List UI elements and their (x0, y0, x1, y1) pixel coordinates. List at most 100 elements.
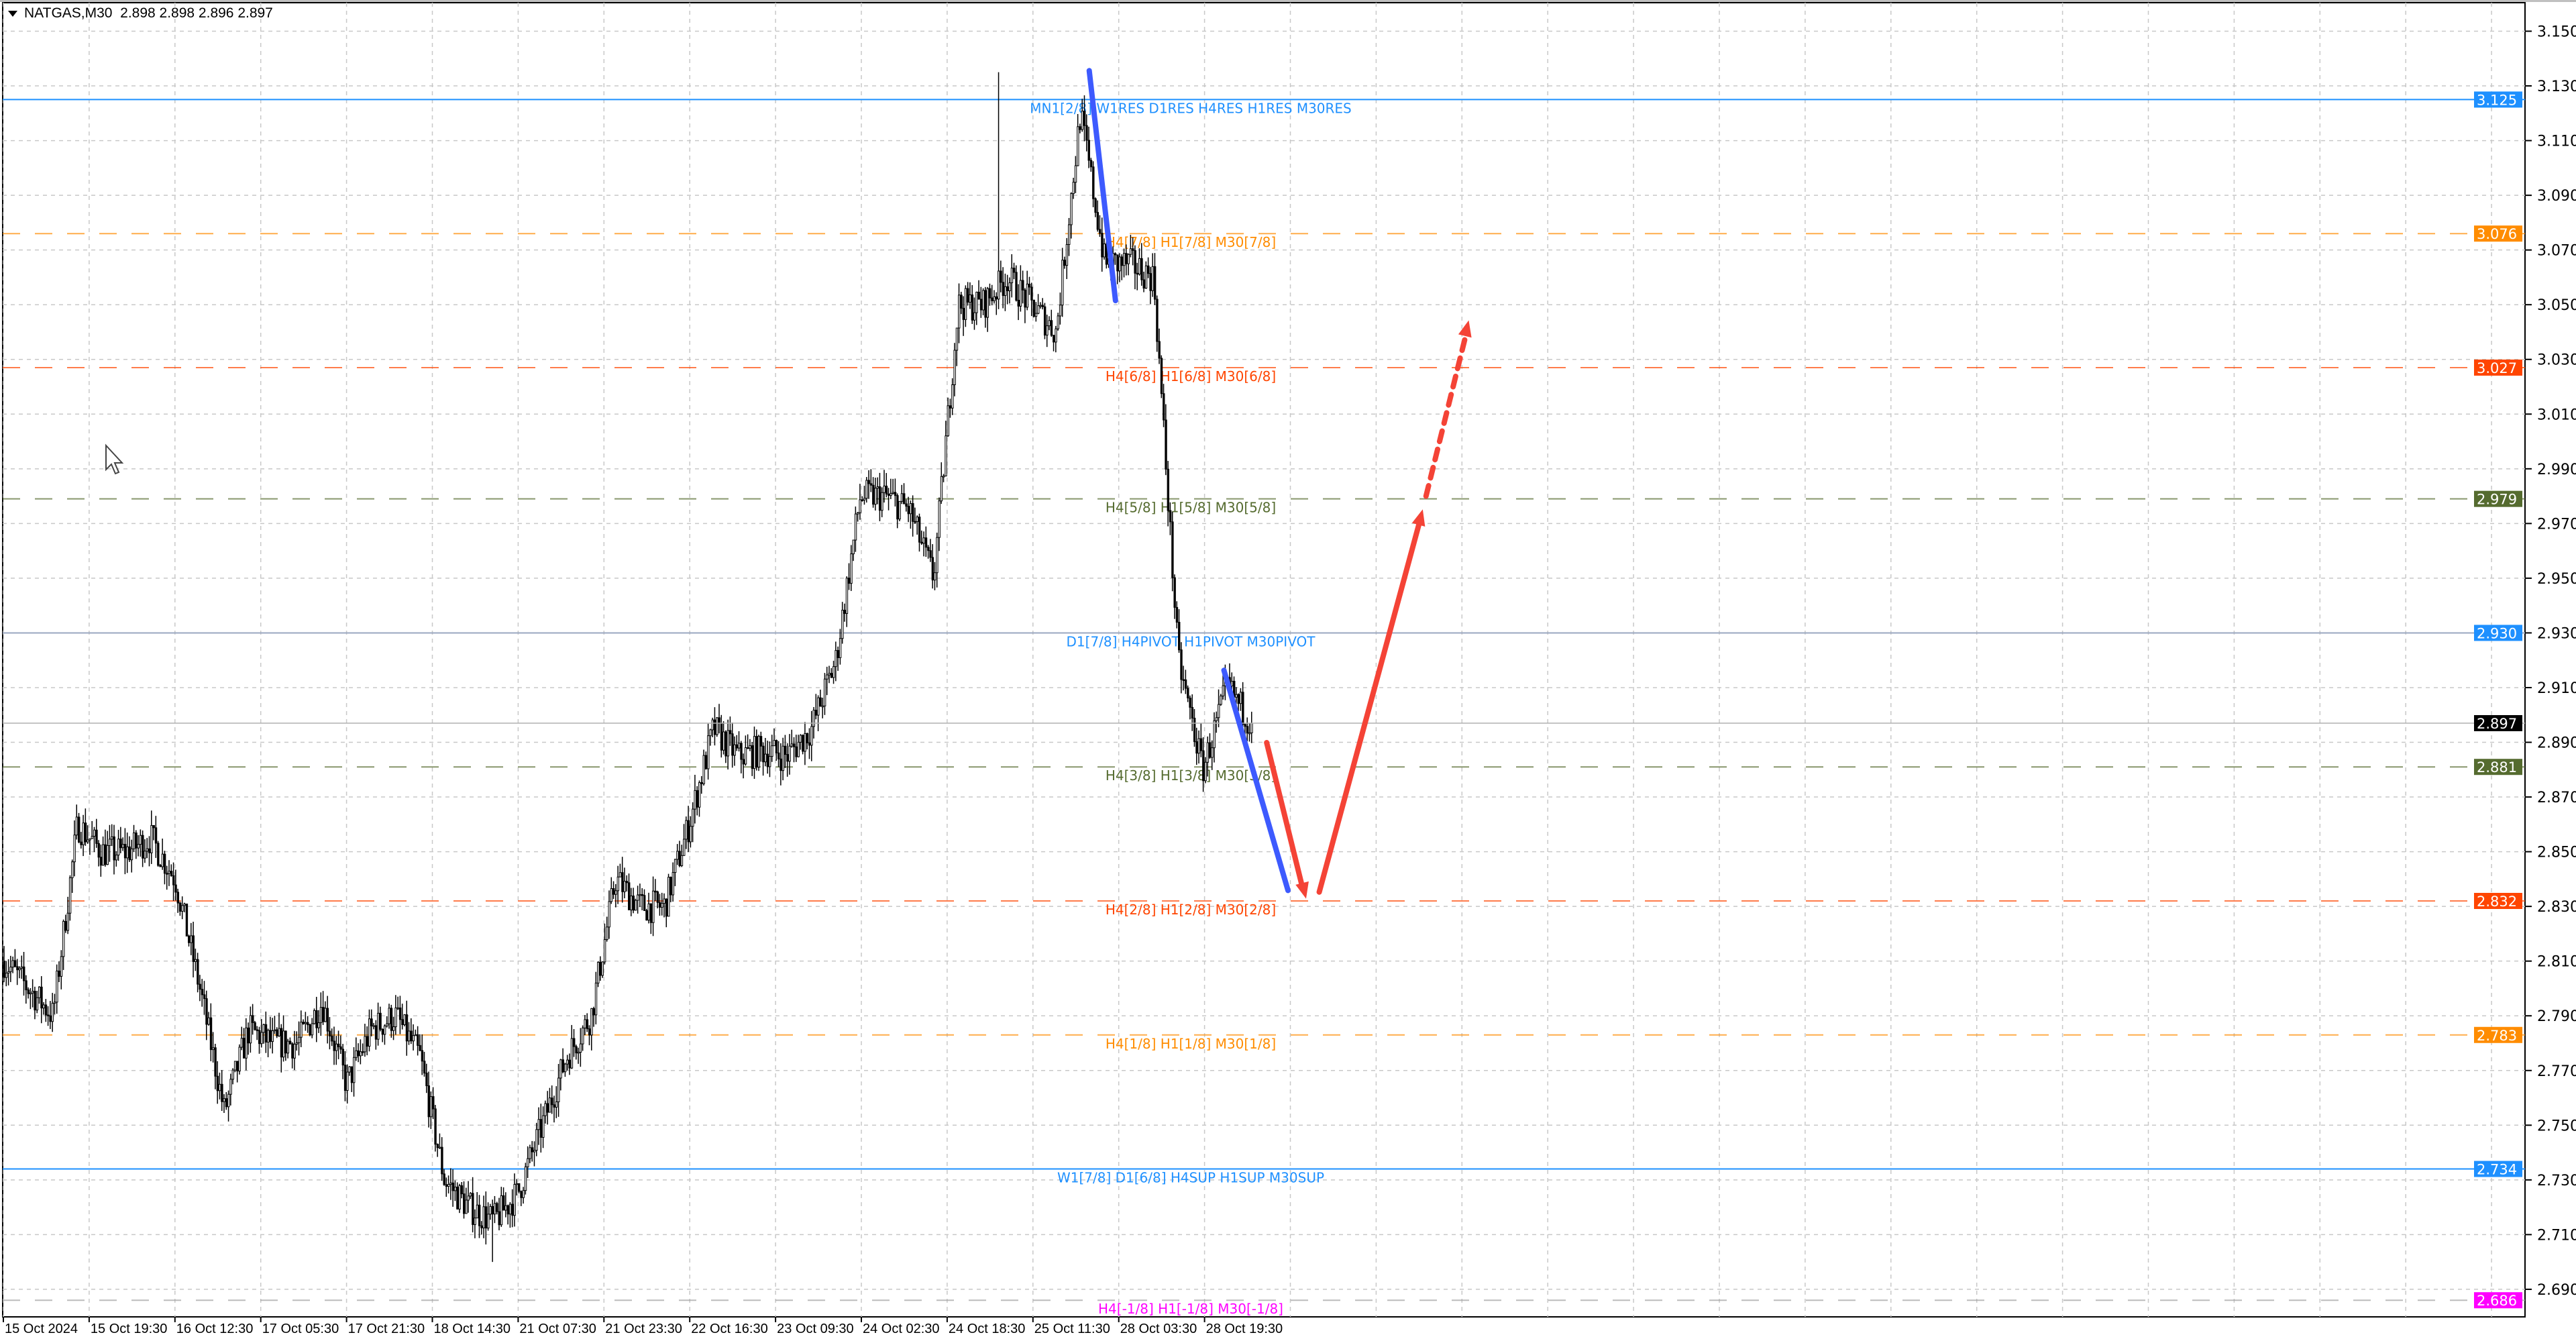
arrowhead-icon (1411, 509, 1426, 527)
candle-body (991, 297, 994, 301)
candle-body (1070, 193, 1073, 225)
candle-body (443, 1173, 445, 1185)
candle-body (1053, 335, 1055, 343)
price-tag (2474, 1161, 2522, 1177)
candle-body (564, 1063, 567, 1073)
candle-body (245, 1027, 248, 1059)
candle-body (493, 1203, 496, 1215)
x-tick-label: 22 Oct 16:30 (691, 1322, 768, 1336)
candle-body (254, 1022, 256, 1030)
candle-body (199, 983, 201, 990)
candle-body (841, 610, 844, 639)
candle-body (247, 1027, 250, 1044)
collapse-triangle-icon[interactable] (8, 10, 17, 17)
price-tag (2474, 1026, 2522, 1043)
y-tick-label: 2.870 (2537, 790, 2576, 806)
candle-body (927, 547, 930, 551)
y-tick-label: 2.730 (2537, 1173, 2576, 1189)
candle-body (903, 493, 906, 504)
candle-body (1092, 166, 1095, 199)
candle-body (47, 1014, 50, 1016)
candle-body (398, 1007, 402, 1020)
candle-body (1077, 126, 1079, 166)
candle-body (13, 960, 17, 967)
candle-body (49, 1015, 52, 1022)
candle-body (185, 903, 189, 936)
candle-body (130, 848, 133, 861)
price-tag (2474, 359, 2522, 376)
candle-body (962, 307, 965, 320)
candle-body (106, 845, 109, 865)
candle-body (561, 1059, 565, 1073)
candle-body (1028, 283, 1031, 288)
candle-body (419, 1045, 421, 1051)
candle-body (148, 848, 151, 853)
candle-body (874, 488, 877, 505)
candle-body (498, 1211, 500, 1226)
candle-body (1187, 688, 1189, 698)
candle-body (423, 1061, 426, 1074)
price-tag-label: 2.930 (2477, 625, 2517, 641)
candle-body (1169, 510, 1172, 523)
candle-body (929, 550, 932, 558)
price-tag-label: 2.979 (2477, 492, 2517, 508)
candle-body (429, 1096, 433, 1118)
y-tick-label: 3.010 (2537, 407, 2576, 423)
candle-body (194, 959, 197, 962)
candle-body (797, 741, 800, 757)
candle-body (524, 1166, 527, 1191)
y-tick-label: 2.750 (2537, 1118, 2576, 1134)
candle-body (520, 1191, 523, 1198)
candle-body (392, 1026, 395, 1031)
candle-body (1246, 726, 1249, 734)
candle-body (582, 1027, 584, 1045)
x-tick-label: 17 Oct 05:30 (262, 1322, 339, 1336)
candle-body (5, 973, 8, 978)
candle-body (894, 492, 897, 496)
candle-body (625, 881, 629, 883)
candle-body (771, 745, 773, 757)
candle-body (971, 294, 974, 321)
candle-body (918, 517, 921, 543)
candle-body (988, 288, 991, 299)
candle-body (357, 1050, 360, 1057)
candle-body (453, 1186, 457, 1191)
candle-body (82, 822, 85, 845)
candle-body (837, 650, 840, 658)
candle-body (747, 747, 749, 749)
candle-body (218, 1083, 221, 1091)
candle-body (619, 872, 622, 877)
candle-body (302, 1022, 305, 1024)
candle-body (784, 745, 787, 755)
candle-body (99, 857, 103, 866)
candles (3, 72, 1253, 1263)
candle-body (1055, 328, 1057, 343)
candle-body (749, 745, 751, 749)
candle-body (1184, 679, 1187, 689)
candle-body (735, 744, 739, 749)
level-label: W1[7/8] D1[6/8] H4SUP H1SUP M30SUP (1057, 1170, 1324, 1186)
candle-body (955, 327, 959, 351)
candle-body (848, 578, 851, 584)
candle-body (702, 755, 705, 784)
candle-body (1032, 299, 1035, 317)
candle-body (113, 836, 115, 861)
level-label: H4[1/8] H1[1/8] M30[1/8] (1106, 1036, 1276, 1052)
candle-body (438, 1146, 441, 1149)
x-tick-label: 15 Oct 2024 (5, 1322, 78, 1336)
candle-body (207, 1017, 210, 1025)
x-tick-label: 24 Oct 18:30 (949, 1322, 1026, 1336)
candle-body (75, 816, 78, 836)
candle-body (711, 719, 714, 731)
candle-body (1125, 253, 1128, 264)
candle-body (1000, 270, 1002, 283)
candle-body (511, 1203, 514, 1216)
candle-body (240, 1038, 244, 1048)
candle-body (852, 539, 855, 555)
candle-body (291, 1043, 294, 1059)
candle-body (1074, 165, 1077, 183)
candle-body (1197, 738, 1200, 754)
candle-body (814, 710, 818, 716)
candle-body (969, 294, 971, 303)
